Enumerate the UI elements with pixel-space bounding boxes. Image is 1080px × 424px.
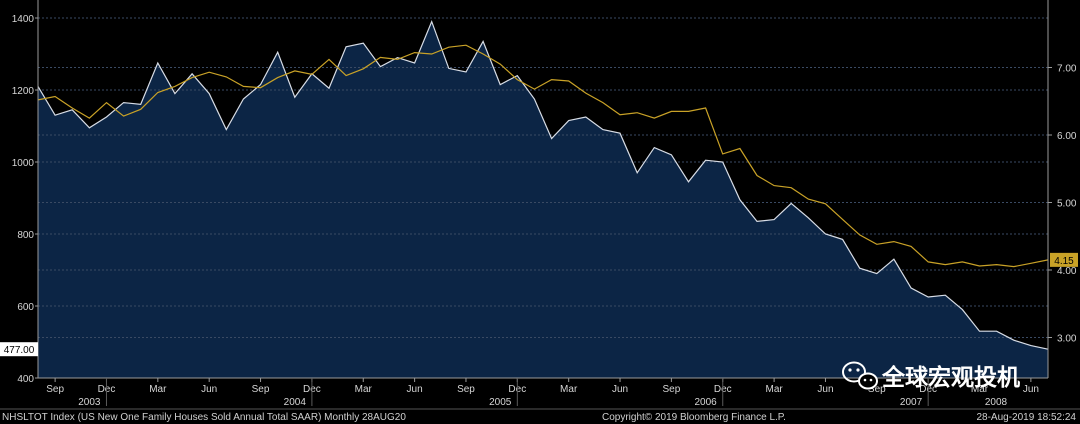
x-month-label: Mar [971, 384, 989, 395]
x-month-label: Mar [149, 384, 167, 395]
footer-center: Copyright© 2019 Bloomberg Finance L.P. [602, 412, 786, 423]
y-right-tick-label: 3.00 [1057, 334, 1077, 345]
y-left-tick-label: 1400 [12, 14, 35, 25]
x-month-label: Sep [46, 384, 64, 395]
y-right-tick-label: 7.00 [1057, 64, 1077, 75]
footer-right: 28-Aug-2019 18:52:24 [976, 412, 1076, 423]
x-month-label: Mar [560, 384, 578, 395]
x-year-label: 2003 [78, 397, 101, 408]
x-month-label: Sep [868, 384, 886, 395]
y-left-tick-label: 1000 [12, 158, 35, 169]
x-year-label: 2004 [284, 397, 307, 408]
gold-series-line [37, 44, 1049, 268]
y-right-tick-label: 5.00 [1057, 199, 1077, 210]
x-month-label: Jun [201, 384, 217, 395]
x-month-label: Sep [252, 384, 270, 395]
axes [37, 0, 1049, 379]
x-month-label: Jun [1023, 384, 1039, 395]
y-left-tick-label: 400 [17, 374, 34, 385]
last-value-box-right [1050, 252, 1078, 267]
y-left-tick-label: 600 [17, 302, 34, 313]
x-month-label: Mar [355, 384, 373, 395]
watermark-text: 全球宏观投机 [881, 364, 1020, 391]
y-left-tick-label: 800 [17, 230, 34, 241]
x-month-label: Mar [765, 384, 783, 395]
x-month-label: Sep [457, 384, 475, 395]
x-month-label: Jun [407, 384, 423, 395]
plot-area [37, 17, 1049, 379]
area-fill [38, 21, 1048, 378]
y-right-tick-label: 4.00 [1057, 266, 1077, 277]
x-year-label: 2006 [695, 397, 718, 408]
x-year-label: 2008 [985, 397, 1008, 408]
x-year-label: 2007 [900, 397, 923, 408]
x-axis-ticks: Sep Dec Mar Jun Sep Dec Mar Jun Sep Dec Mar Jun Sep D… [46, 378, 1039, 408]
x-month-label: Jun [612, 384, 628, 395]
y-right-tick-label: 6.00 [1057, 131, 1077, 142]
footer-left: NHSLTOT Index (US New One Family Houses … [2, 412, 406, 423]
wechat-icon [842, 361, 878, 390]
last-value-label-right: 4.15 [1054, 256, 1074, 267]
y-left-tick-label: 1200 [12, 86, 35, 97]
last-value-box-left [0, 342, 38, 357]
right-axis-ticks: 3.00 4.00 5.00 6.00 7.00 [1048, 64, 1077, 345]
x-month-label: Sep [662, 384, 680, 395]
last-value-labels: 477.00 4.15 [0, 252, 1078, 357]
x-year-label: 2005 [489, 397, 512, 408]
last-value-label-left: 477.00 [4, 345, 35, 356]
x-month-label: Jun [817, 384, 833, 395]
left-axis-ticks: 400 600 800 1000 1200 1400 [12, 14, 38, 385]
area-series-line [37, 19, 1049, 350]
watermark: 全球宏观投机 [842, 361, 1020, 391]
